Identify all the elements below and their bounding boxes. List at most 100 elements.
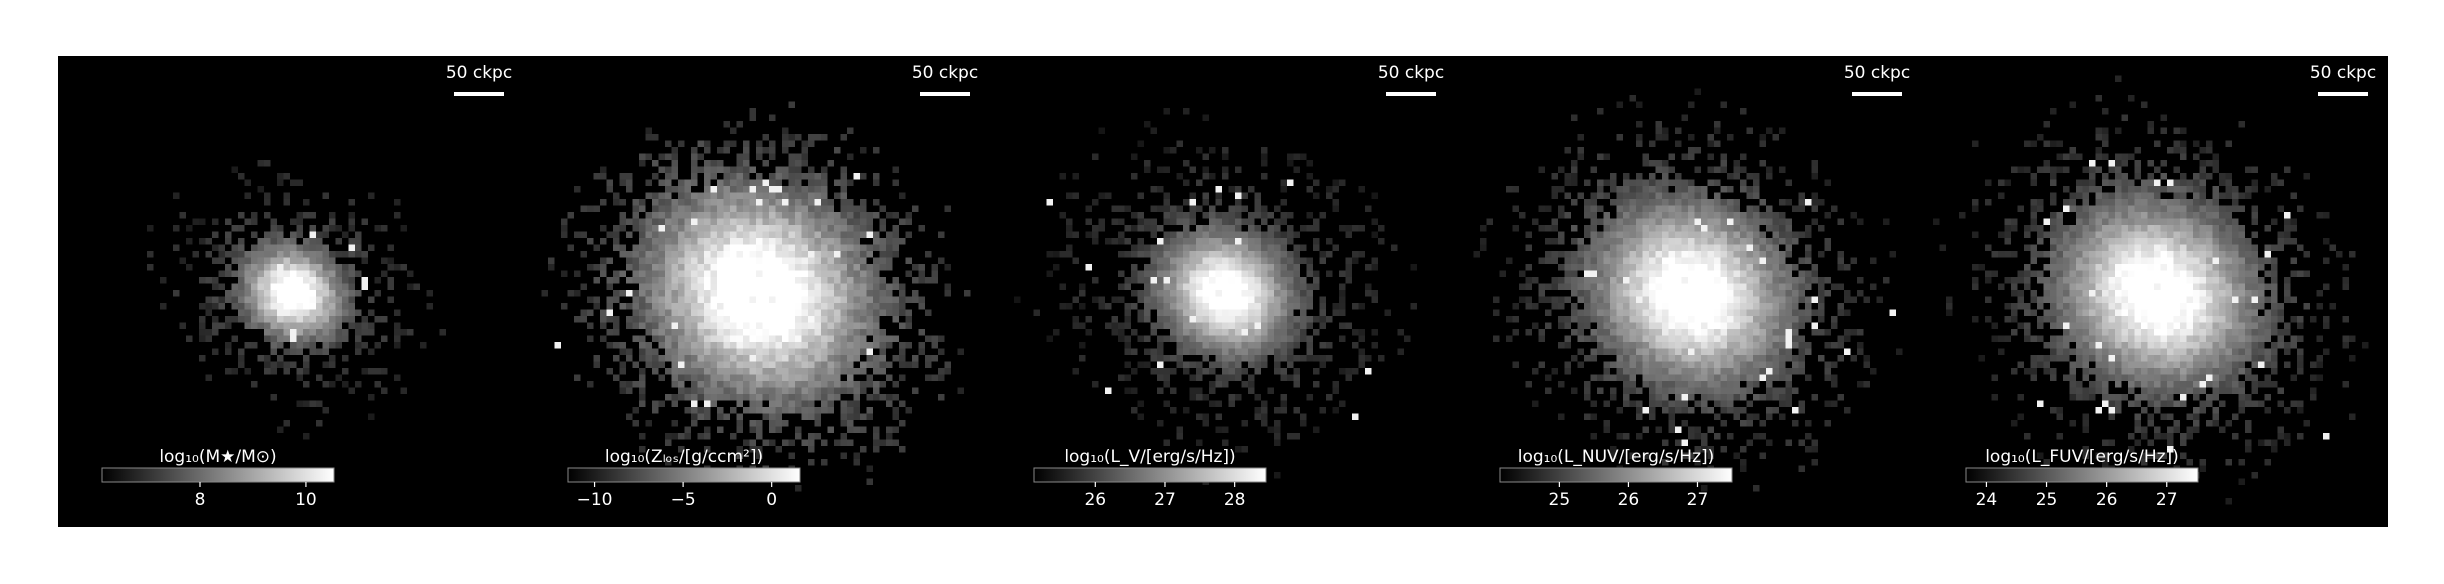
- image-pixel: [1590, 400, 1597, 407]
- image-pixel: [2102, 212, 2109, 219]
- image-pixel: [1280, 394, 1287, 401]
- image-pixel: [717, 238, 724, 245]
- image-pixel: [1584, 212, 1591, 219]
- image-pixel: [749, 166, 756, 173]
- image-pixel: [886, 439, 893, 446]
- image-pixel: [1202, 355, 1209, 362]
- image-pixel: [1688, 355, 1695, 362]
- image-pixel: [381, 225, 388, 232]
- image-pixel: [1189, 192, 1196, 199]
- image-pixel: [1124, 361, 1131, 368]
- image-pixel: [860, 218, 867, 225]
- image-pixel: [1642, 238, 1649, 245]
- image-pixel: [277, 342, 284, 349]
- image-pixel: [756, 433, 763, 440]
- image-pixel: [775, 342, 782, 349]
- image-pixel: [1189, 394, 1196, 401]
- image-pixel: [1733, 452, 1740, 459]
- image-pixel: [723, 212, 730, 219]
- image-pixel: [1202, 244, 1209, 251]
- image-pixel: [788, 303, 795, 310]
- image-pixel: [795, 270, 802, 277]
- image-pixel: [1668, 342, 1675, 349]
- image-pixel: [1326, 316, 1333, 323]
- image-pixel: [749, 368, 756, 375]
- image-pixel: [801, 374, 808, 381]
- image-pixel: [1157, 257, 1164, 264]
- image-pixel: [342, 264, 349, 271]
- image-pixel: [1066, 192, 1073, 199]
- image-pixel: [736, 329, 743, 336]
- image-pixel: [1649, 212, 1656, 219]
- image-pixel: [1629, 355, 1636, 362]
- image-pixel: [834, 368, 841, 375]
- image-pixel: [1792, 238, 1799, 245]
- image-pixel: [827, 231, 834, 238]
- image-pixel: [1105, 192, 1112, 199]
- image-pixel: [762, 218, 769, 225]
- image-pixel: [1196, 348, 1203, 355]
- image-pixel: [1189, 303, 1196, 310]
- image-pixel: [1326, 355, 1333, 362]
- image-pixel: [775, 394, 782, 401]
- image-pixel: [587, 381, 594, 388]
- image-pixel: [1655, 127, 1662, 134]
- image-pixel: [697, 342, 704, 349]
- image-pixel: [756, 244, 763, 251]
- image-pixel: [769, 290, 776, 297]
- image-pixel: [1603, 257, 1610, 264]
- image-pixel: [1124, 348, 1131, 355]
- image-pixel: [736, 173, 743, 180]
- image-pixel: [1746, 173, 1753, 180]
- image-pixel: [290, 218, 297, 225]
- image-pixel: [283, 199, 290, 206]
- image-pixel: [251, 316, 258, 323]
- image-pixel: [1629, 335, 1636, 342]
- image-pixel: [801, 153, 808, 160]
- image-pixel: [1766, 225, 1773, 232]
- image-pixel: [1610, 186, 1617, 193]
- image-pixel: [218, 296, 225, 303]
- image-pixel: [199, 238, 206, 245]
- image-pixel: [749, 199, 756, 206]
- image-pixel: [879, 348, 886, 355]
- image-pixel: [1766, 342, 1773, 349]
- image-pixel: [743, 335, 750, 342]
- image-pixel: [1124, 238, 1131, 245]
- image-pixel: [723, 361, 730, 368]
- image-pixel: [704, 387, 711, 394]
- image-pixel: [905, 316, 912, 323]
- image-pixel: [1681, 296, 1688, 303]
- image-pixel: [1248, 270, 1255, 277]
- image-pixel: [827, 309, 834, 316]
- image-pixel: [788, 134, 795, 141]
- image-pixel: [1202, 257, 1209, 264]
- image-pixel: [1772, 342, 1779, 349]
- image-pixel: [1805, 342, 1812, 349]
- image-pixel: [1571, 290, 1578, 297]
- image-pixel: [840, 134, 847, 141]
- image-pixel: [756, 452, 763, 459]
- image-pixel: [1701, 218, 1708, 225]
- image-pixel: [316, 231, 323, 238]
- image-pixel: [316, 296, 323, 303]
- image-pixel: [1170, 264, 1177, 271]
- image-pixel: [1118, 296, 1125, 303]
- image-pixel: [1720, 407, 1727, 414]
- image-pixel: [1059, 212, 1066, 219]
- colorbar-tick-label: −5: [671, 490, 696, 510]
- image-pixel: [1694, 329, 1701, 336]
- image-pixel: [1183, 342, 1190, 349]
- image-pixel: [782, 394, 789, 401]
- image-pixel: [847, 244, 854, 251]
- image-pixel: [244, 179, 251, 186]
- image-pixel: [606, 179, 613, 186]
- image-pixel: [1662, 303, 1669, 310]
- image-pixel: [1701, 290, 1708, 297]
- image-pixel: [1241, 244, 1248, 251]
- image-pixel: [847, 231, 854, 238]
- image-pixel: [697, 225, 704, 232]
- image-pixel: [1577, 309, 1584, 316]
- image-pixel: [1085, 231, 1092, 238]
- image-pixel: [1597, 316, 1604, 323]
